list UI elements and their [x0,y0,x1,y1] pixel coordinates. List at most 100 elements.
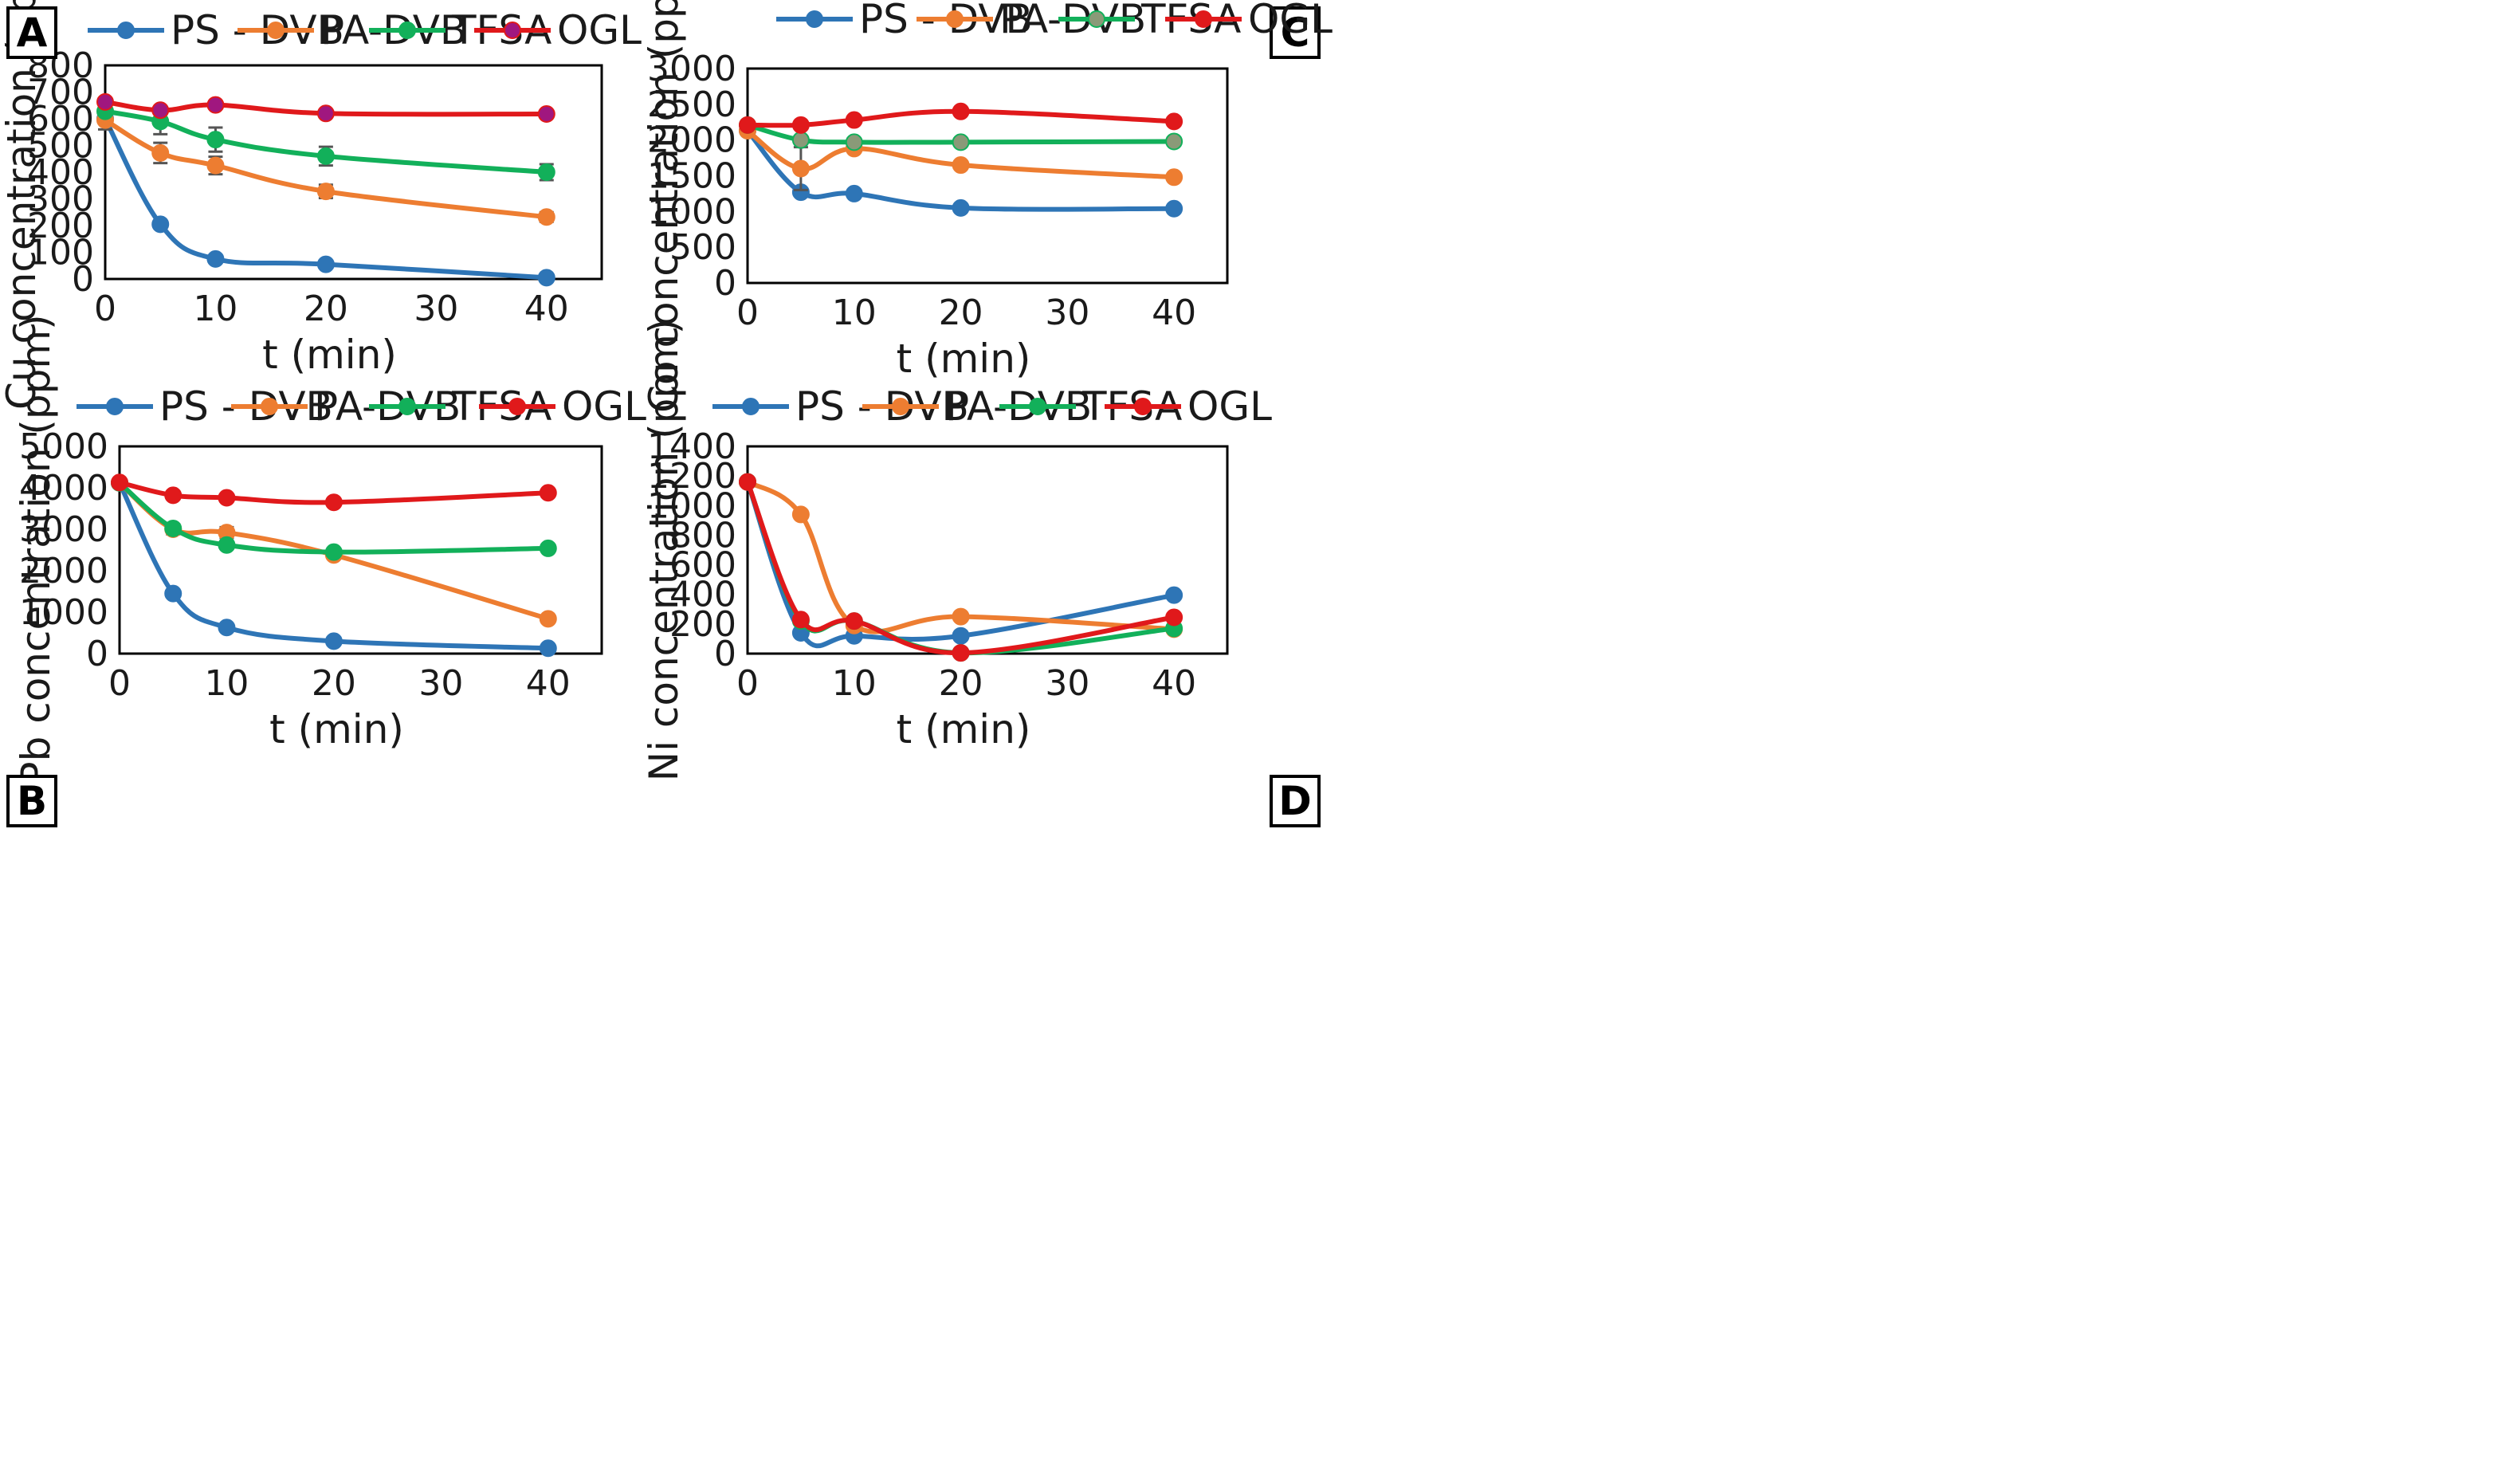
data-point-c-ogl-40 [1165,112,1183,131]
legend-marker-a-tfsa [398,22,416,39]
y-tick-label-c-3000: 3000 [647,49,736,89]
data-point-b-ogl-0 [111,473,128,492]
x-axis-title-d: t (min) [897,706,1031,752]
data-point-a-ps-dvb-10 [206,249,225,268]
data-point-c-pa-dvb-5 [791,159,810,178]
x-axis-title-c: t (min) [897,336,1031,382]
x-tick-label-a-30: 30 [414,289,458,329]
y-tick-label-c-500: 500 [669,227,736,268]
data-point-d-ogl-20 [952,644,970,662]
chart-panel-a: 0 100 200 300 400 500 600 700 800 0 10 20 30 40 t (min… [0,0,1260,738]
panel-label-box-a [6,6,57,59]
data-point-c-ogl-0 [739,116,756,134]
y-tick-label-d-200: 200 [669,604,736,645]
legend-marker-a-ogl [504,22,521,39]
y-tick-label-c-0: 0 [714,263,736,304]
data-point-c-ps-dvb-40 [1165,199,1183,218]
x-tick-label-b-10: 10 [204,663,249,704]
data-point-b-ps-dvb-5 [164,584,183,603]
legend-label-c-ogl: OGL [1248,0,1333,42]
series-line-b-ps-dvb [117,480,551,651]
data-point-d-ogl-0 [739,473,756,491]
y-tick-label-a-700: 700 [27,73,94,113]
y-tick-label-b-3000: 3000 [19,509,108,550]
legend-marker-d-ogl [1134,398,1152,415]
y-tick-label-a-600: 600 [27,99,94,139]
legend-marker-c-ps-dvb [806,10,823,28]
data-point-c-ogl-10 [845,111,863,129]
data-point-b-ogl-40 [539,484,557,502]
x-tick-label-c-0: 0 [736,293,759,333]
x-tick-label-c-20: 20 [939,293,983,333]
x-tick-label-a-40: 40 [524,289,569,329]
x-tick-label-b-40: 40 [526,663,571,704]
legend-marker-d-ps-dvb [742,398,760,415]
plot-area-c [746,67,1229,285]
y-tick-label-d-400: 400 [669,575,736,615]
data-point-d-pa-dvb-20 [952,607,970,626]
chart-panel-c: 0 500 1000 1500 2000 2500 3000 0 10 20 30 40 t (min)… [641,0,2520,738]
data-point-b-ogl-20 [324,493,343,512]
y-tick-label-d-800: 800 [669,515,736,556]
x-tick-label-a-10: 10 [193,289,237,329]
y-axis-title-c: Co concentration (ppm) [641,0,687,413]
x-tick-label-c-10: 10 [832,293,877,333]
panel-label-b: B [17,778,47,824]
panel-label-box-d [1270,775,1321,827]
y-axis-title-d: Ni concentration (ppm) [641,319,687,782]
data-point-a-ogl-10 [206,96,225,114]
data-point-b-ps-dvb-20 [324,632,343,650]
data-point-a-ogl-0 [96,92,114,111]
data-point-a-tfsa-40 [537,163,555,181]
panel-label-box-c [1270,6,1321,59]
data-point-d-ps-dvb-20 [952,627,970,645]
panel-label-d: D [1278,778,1312,824]
x-tick-label-b-30: 30 [418,663,463,704]
data-point-c-tfsa-10 [845,133,863,151]
data-point-c-ps-dvb-20 [952,198,970,217]
y-tick-label-b-2000: 2000 [19,551,108,591]
panel-label-box-b [6,775,57,827]
x-tick-label-d-40: 40 [1152,663,1196,704]
y-tick-label-c-1000: 1000 [647,191,736,232]
y-axis-title-b: Pb concentration (ppm) [13,314,59,785]
legend-label-d-ogl: OGL [1187,383,1272,430]
series-line-c-ps-dvb [745,128,1177,212]
data-point-b-tfsa-40 [539,539,557,557]
legend-marker-c-tfsa [1088,10,1105,28]
series-line-a-pa-dvb [103,117,549,220]
panel-label-c: C [1281,10,1310,56]
data-point-a-ps-dvb-5 [151,215,170,234]
data-point-d-pa-dvb-5 [791,505,810,524]
series-line-b-tfsa [117,480,551,555]
data-point-b-pa-dvb-40 [539,610,557,628]
data-point-a-pa-dvb-5 [151,143,170,162]
data-point-a-tfsa-20 [316,147,335,165]
x-axis-title-b: t (min) [269,706,404,752]
data-point-b-ps-dvb-10 [218,619,236,637]
data-point-b-ogl-5 [164,486,183,505]
y-tick-label-d-0: 0 [714,634,736,674]
y-tick-label-c-2000: 2000 [647,120,736,161]
chart-panel-d: 0 200 400 600 800 1000 1200 1400 0 10 20 30 40 t (min… [641,319,2520,1476]
y-axis-title-a: Cu concentration (ppm) [0,0,45,410]
data-point-b-tfsa-20 [324,543,343,561]
data-point-d-ps-dvb-40 [1165,586,1183,604]
data-point-b-tfsa-5 [164,519,183,537]
chart-panel-b: 0 1000 2000 3000 4000 5000 0 10 20 30 40 t (min) Pb … [0,314,1260,1476]
data-point-a-tfsa-10 [206,131,225,149]
y-tick-label-c-1500: 1500 [647,156,736,197]
data-point-a-pa-dvb-40 [537,208,555,226]
y-tick-label-b-5000: 5000 [19,426,108,467]
x-tick-label-a-20: 20 [304,289,348,329]
y-tick-label-d-1400: 1400 [647,426,736,467]
plot-area-a [104,64,603,281]
x-tick-label-b-0: 0 [108,663,131,704]
x-tick-label-d-30: 30 [1045,663,1089,704]
data-point-b-tfsa-10 [218,536,236,554]
x-axis-title-a: t (min) [262,332,397,378]
data-point-a-pa-dvb-10 [206,156,225,175]
